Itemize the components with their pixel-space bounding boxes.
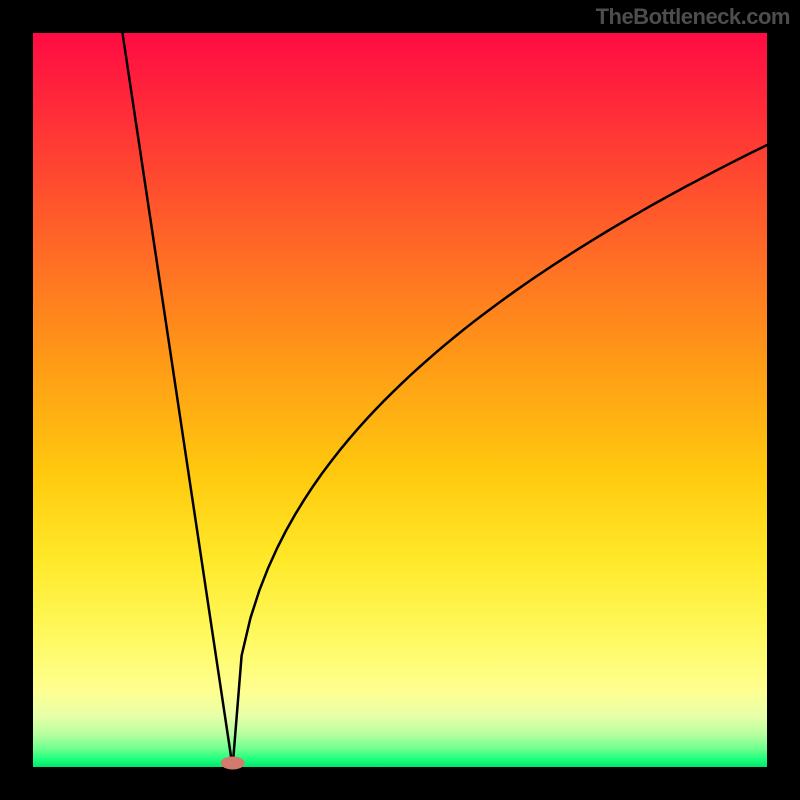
bottleneck-chart bbox=[0, 0, 800, 800]
watermark-text: TheBottleneck.com bbox=[596, 4, 790, 30]
nadir-marker bbox=[221, 757, 245, 770]
chart-plot-background bbox=[33, 33, 767, 767]
chart-container: TheBottleneck.com bbox=[0, 0, 800, 800]
